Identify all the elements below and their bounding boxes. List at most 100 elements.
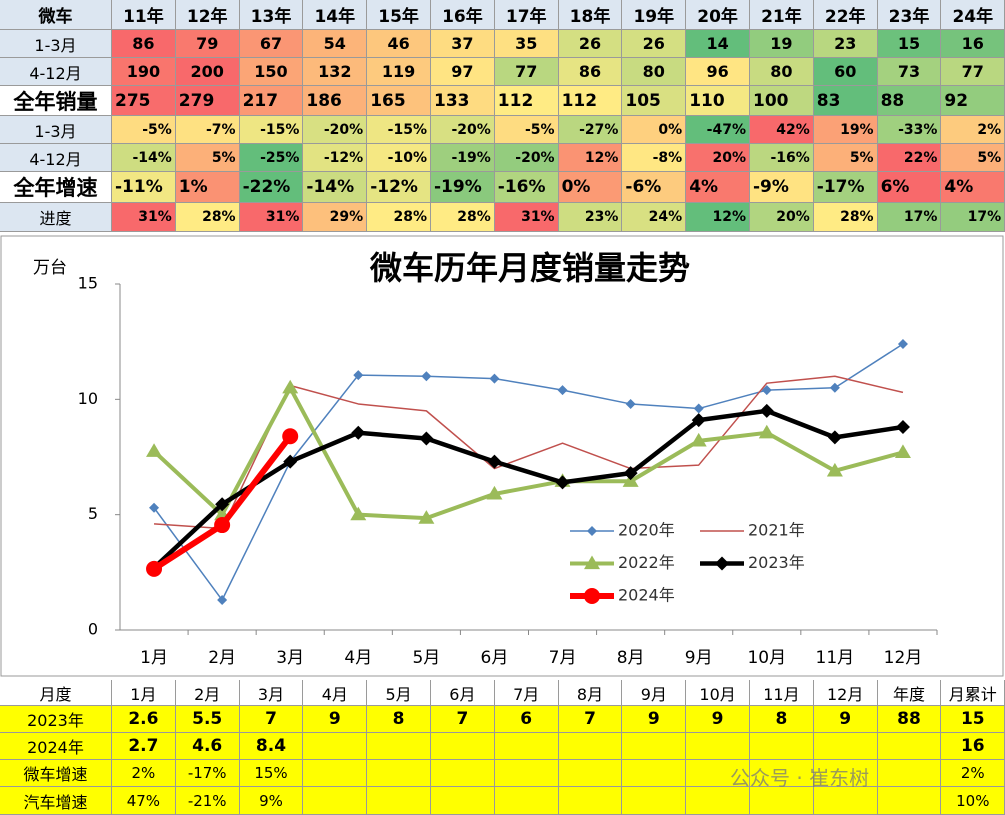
table-cell: 37: [431, 30, 495, 58]
table-cell: 73: [877, 58, 942, 86]
table-cell: -11%: [112, 172, 176, 203]
table-cell: 全年增速: [0, 172, 112, 203]
table-cell: 5月: [367, 680, 431, 706]
table-cell: -10%: [367, 144, 431, 172]
x-tick-label: 6月: [481, 648, 509, 668]
x-tick-label: 11月: [816, 648, 855, 668]
point: [761, 385, 772, 396]
table-cell: [303, 760, 368, 787]
table-cell: 26: [622, 30, 687, 58]
table-cell: [622, 787, 687, 815]
table-cell: 7月: [494, 680, 559, 706]
table-cell: 1-3月: [0, 30, 112, 58]
table-cell: 31%: [494, 203, 559, 232]
table-cell: 97: [431, 58, 495, 86]
point: [897, 338, 908, 349]
table-cell: 54: [303, 30, 368, 58]
table-cell: 119: [367, 58, 431, 86]
table-cell: 微车: [0, 0, 112, 30]
table-cell: 2023年: [0, 706, 112, 733]
table-cell: 0%: [622, 116, 687, 144]
table-cell: 5%: [941, 144, 1005, 172]
point: [693, 403, 704, 414]
table-cell: -5%: [494, 116, 559, 144]
table-cell: 微车增速: [0, 760, 112, 787]
table-cell: 24年: [941, 0, 1005, 30]
point: [146, 560, 163, 577]
table-cell: 100: [750, 86, 814, 116]
table-cell: 月累计: [941, 680, 1005, 706]
table-cell: 2%: [941, 116, 1005, 144]
legend-marker: [715, 556, 729, 571]
table-cell: 31%: [239, 203, 304, 232]
table-cell: 88: [877, 706, 942, 733]
point: [826, 462, 843, 477]
table-cell: 28%: [367, 203, 431, 232]
table-cell: 7: [239, 706, 304, 733]
table-cell: [558, 760, 623, 787]
table-cell: -25%: [239, 144, 304, 172]
table-cell: -8%: [622, 144, 687, 172]
table-cell: -7%: [175, 116, 240, 144]
table-cell: 3月: [239, 680, 304, 706]
point: [282, 379, 299, 394]
table-cell: [813, 733, 878, 760]
table-cell: 200: [175, 58, 240, 86]
point: [282, 428, 299, 445]
x-tick-label: 4月: [344, 648, 372, 668]
table-cell: 17年: [494, 0, 559, 30]
table-cell: 8: [367, 706, 431, 733]
table-cell: [494, 760, 559, 787]
table-cell: 86: [112, 30, 176, 58]
table-cell: [431, 760, 495, 787]
table-cell: 12月: [813, 680, 878, 706]
point: [487, 454, 502, 469]
point: [827, 430, 842, 445]
point: [555, 475, 570, 490]
table-cell: -16%: [494, 172, 559, 203]
table-cell: [622, 760, 687, 787]
table-cell: 4-12月: [0, 58, 112, 86]
table-cell: 12%: [686, 203, 750, 232]
table-cell: -19%: [431, 144, 495, 172]
table-cell: 14: [686, 30, 750, 58]
table-cell: -15%: [367, 116, 431, 144]
legend-label: 2023年: [748, 553, 805, 572]
series-line: [153, 343, 904, 601]
table-cell: 22%: [877, 144, 942, 172]
table-cell: 12年: [175, 0, 240, 30]
table-cell: 77: [941, 58, 1005, 86]
table-cell: -12%: [303, 144, 368, 172]
table-cell: 5.5: [175, 706, 240, 733]
table-cell: 15年: [367, 0, 431, 30]
table-cell: 1月: [112, 680, 176, 706]
table-cell: [686, 760, 750, 787]
table-cell: 4-12月: [0, 144, 112, 172]
table-cell: 279: [175, 86, 240, 116]
table-cell: [367, 760, 431, 787]
chart-title: 微车历年月度销量走势: [369, 249, 690, 287]
x-tick-label: 8月: [617, 648, 645, 668]
table-cell: 9月: [622, 680, 687, 706]
table-cell: 2月: [175, 680, 240, 706]
table-cell: 28%: [813, 203, 878, 232]
table-cell: 24%: [622, 203, 687, 232]
table-cell: 0%: [558, 172, 623, 203]
table-cell: 22年: [813, 0, 878, 30]
point: [758, 424, 775, 439]
table-cell: 17%: [941, 203, 1005, 232]
table-cell: 9: [622, 706, 687, 733]
table-cell: 46: [367, 30, 431, 58]
y-axis-label: 万台: [33, 258, 67, 278]
table-cell: [750, 787, 814, 815]
table-cell: 15: [941, 706, 1005, 733]
table-cell: 23%: [558, 203, 623, 232]
table-cell: 7: [558, 706, 623, 733]
point: [895, 420, 910, 435]
table-cell: 16: [941, 733, 1005, 760]
x-tick-label: 2月: [208, 648, 236, 668]
table-cell: -21%: [175, 787, 240, 815]
legend-marker: [587, 526, 597, 536]
table-cell: -5%: [112, 116, 176, 144]
